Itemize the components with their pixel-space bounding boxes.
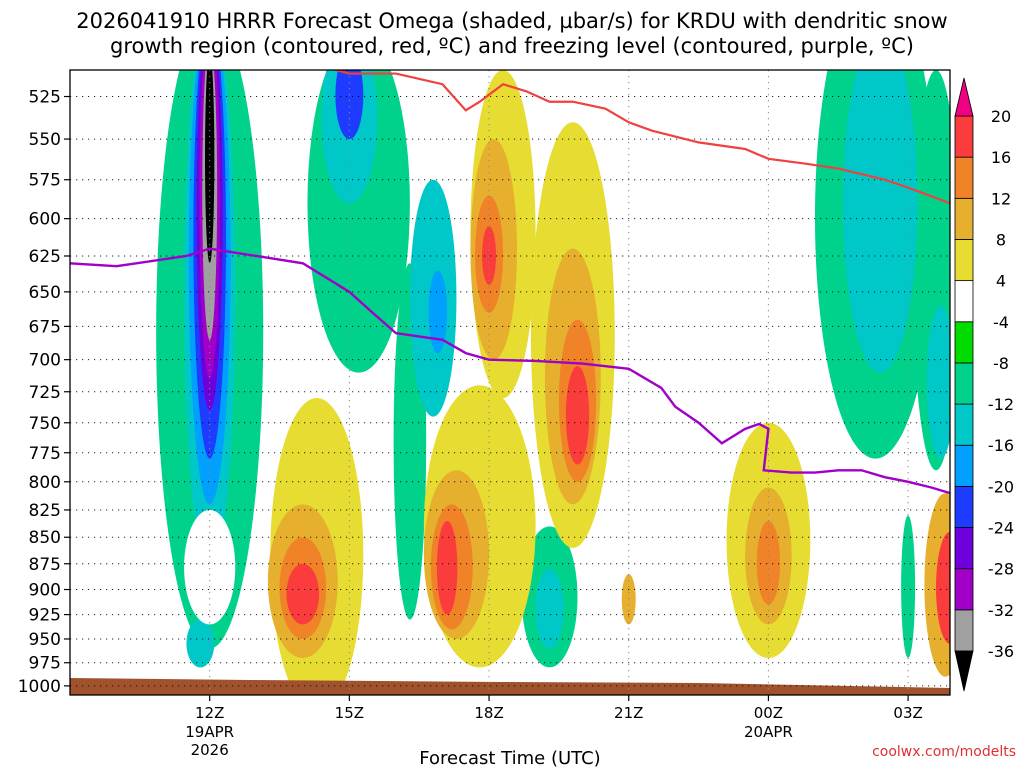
colorbar-label: -36 <box>988 642 1014 661</box>
x-tick-year: 2026 <box>191 741 229 759</box>
colorbar: -36 -32 -28 -24 -20 -16 -12 -8 -4 4 8 12 16 20 <box>954 77 1014 692</box>
y-tick-label: 675 <box>29 317 61 337</box>
x-tick-date: 19APR <box>185 723 234 741</box>
y-tick-label: 875 <box>29 555 61 575</box>
source-credit: coolwx.com/modelts <box>872 744 1016 760</box>
colorbar-swatch <box>954 527 974 570</box>
x-tick-label: 21Z <box>614 704 643 722</box>
x-tick-date: 20APR <box>744 723 793 741</box>
y-tick-label: 800 <box>29 473 61 493</box>
y-tick-label: 600 <box>29 210 61 230</box>
plot-area <box>70 70 950 695</box>
y-tick-label: 550 <box>29 130 61 150</box>
x-tick-label: 15Z <box>335 704 364 722</box>
omega-region-12 <box>842 70 918 373</box>
omega-region-41 <box>286 563 320 625</box>
gridlines <box>70 70 950 695</box>
colorbar-min-arrow <box>954 650 974 692</box>
y-tick-label: 775 <box>29 444 61 464</box>
colorbar-swatch <box>954 485 974 528</box>
x-axis-label: Forecast Time (UTC) <box>419 748 600 768</box>
colorbar-max-arrow <box>954 77 974 117</box>
colorbar-label: -4 <box>993 313 1009 332</box>
colorbar-label: -20 <box>988 477 1014 496</box>
colorbar-label: -32 <box>988 601 1014 620</box>
y-tick-label: 900 <box>29 581 61 601</box>
omega-region-43 <box>482 226 497 285</box>
omega-region-8 <box>186 619 215 668</box>
colorbar-label: -16 <box>988 436 1014 455</box>
x-tick-label: 00Z <box>754 704 783 722</box>
omega-region-35 <box>621 574 636 625</box>
omega-region-17 <box>335 70 364 140</box>
omega-region-42 <box>436 520 458 615</box>
omega-region-15 <box>428 270 448 354</box>
x-tick-label: 12Z <box>195 704 224 722</box>
ground-surface <box>70 678 950 695</box>
y-tick-label: 650 <box>29 283 61 303</box>
colorbar-label: -12 <box>988 395 1014 414</box>
y-tick-label: 825 <box>29 501 61 521</box>
x-tick-label: 18Z <box>474 704 503 722</box>
y-tick-label: 700 <box>29 351 61 371</box>
plot-frame <box>69 69 951 696</box>
y-axis: 525 550 575 600 625 650 675 700 725 750 775 800 825 8… <box>18 88 70 697</box>
omega-shading <box>156 70 950 695</box>
colorbar-label: 20 <box>991 107 1011 126</box>
chart-title-line2: growth region (contoured, red, ºC) and f… <box>110 34 914 58</box>
y-tick-label: 925 <box>29 606 61 626</box>
y-tick-label: 1000 <box>18 677 61 697</box>
colorbar-swatch <box>954 609 974 652</box>
colorbar-swatch <box>954 197 974 240</box>
y-tick-label: 850 <box>29 528 61 548</box>
colorbar-swatch <box>954 321 974 364</box>
omega-region-13 <box>926 305 950 459</box>
colorbar-swatch <box>954 568 974 611</box>
omega-region-22 <box>184 509 236 625</box>
omega-region-44 <box>565 366 590 465</box>
colorbar-label: -24 <box>988 519 1014 538</box>
colorbar-swatch <box>954 362 974 405</box>
y-tick-label: 975 <box>29 654 61 674</box>
y-tick-label: 575 <box>29 171 61 191</box>
colorbar-label: -8 <box>993 354 1009 373</box>
freezing-level-contour <box>70 247 950 495</box>
y-tick-label: 725 <box>29 383 61 403</box>
colorbar-swatch <box>954 156 974 199</box>
omega-region-11 <box>535 568 564 649</box>
colorbar-swatch <box>954 444 974 487</box>
y-tick-label: 625 <box>29 247 61 267</box>
colorbar-swatch <box>954 239 974 282</box>
y-tick-label: 750 <box>29 414 61 434</box>
omega-region-45 <box>936 531 950 644</box>
colorbar-label: 12 <box>991 189 1011 208</box>
x-tick-label: 03Z <box>893 704 922 722</box>
colorbar-label: 4 <box>996 272 1006 291</box>
chart-title-line1: 2026041910 HRRR Forecast Omega (shaded, … <box>76 9 947 33</box>
dendritic-growth-contour <box>331 70 950 205</box>
colorbar-swatch <box>954 280 974 323</box>
y-tick-label: 525 <box>29 88 61 108</box>
colorbar-swatch <box>954 403 974 446</box>
y-tick-label: 950 <box>29 630 61 650</box>
colorbar-label: 8 <box>996 230 1006 249</box>
colorbar-swatch <box>954 115 974 158</box>
omega-region-21 <box>205 70 215 264</box>
colorbar-label: 16 <box>991 148 1011 167</box>
colorbar-label: -28 <box>988 560 1014 579</box>
